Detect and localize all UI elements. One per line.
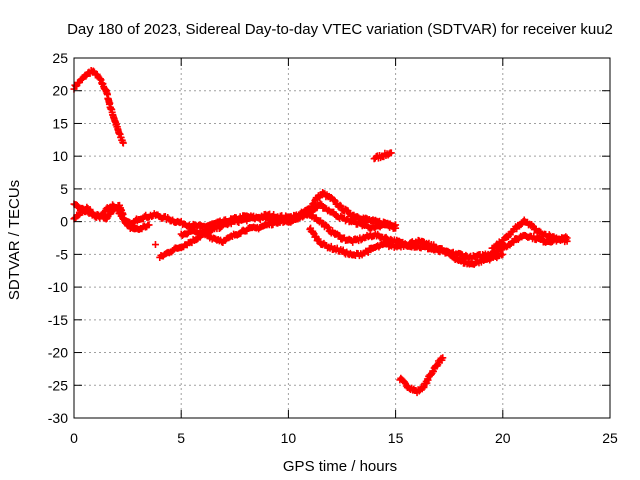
y-tick-label: 25 — [52, 50, 68, 66]
data-point-arc-h — [317, 200, 325, 208]
x-tick-label: 15 — [388, 430, 404, 446]
y-tick-label: -10 — [48, 279, 68, 295]
data-point-arc-a — [119, 139, 127, 147]
data-point-arc-d — [336, 201, 344, 209]
data-point-arc-h — [392, 224, 400, 232]
data-point-arc-g — [510, 238, 518, 246]
x-tick-label: 25 — [602, 430, 618, 446]
chart-title: Day 180 of 2023, Sidereal Day-to-day VTE… — [67, 21, 613, 38]
data-point-arc-j — [496, 240, 504, 248]
data-point-arc-a — [89, 67, 97, 75]
data-point-arc-b — [387, 149, 395, 157]
y-tick-label: 5 — [60, 181, 68, 197]
y-tick-label: 0 — [60, 214, 68, 230]
data-point-arc-i — [499, 250, 507, 258]
y-tick-label: -15 — [48, 312, 68, 328]
data-point-arc-c — [400, 378, 408, 386]
y-tick-label: 10 — [52, 148, 68, 164]
y-tick-label: 15 — [52, 115, 68, 131]
x-tick-labels: 0 5 10 15 20 25 — [70, 430, 618, 446]
y-axis-label: SDTVAR / TECUs — [6, 180, 23, 300]
x-axis-label: GPS time / hours — [283, 458, 397, 475]
x-tick-label: 0 — [70, 430, 78, 446]
data-point-arc-d — [337, 202, 345, 210]
data-point-arc-c — [420, 383, 428, 391]
y-tick-label: -20 — [48, 345, 68, 361]
ticks — [73, 57, 611, 419]
data-point-arc-g — [336, 232, 344, 240]
data-point-arc-f — [151, 241, 159, 249]
data-point-arc-j — [563, 237, 571, 245]
y-tick-label: 20 — [52, 83, 68, 99]
data-point-arc-j — [536, 227, 544, 235]
y-tick-label: -25 — [48, 377, 68, 393]
data-point-arc-g — [324, 223, 332, 231]
data-point-arc-e — [145, 221, 153, 229]
x-tick-label: 5 — [177, 430, 185, 446]
data-point-arc-j — [513, 225, 521, 233]
data-marks — [70, 66, 571, 397]
y-tick-labels: -30 -25 -20 -15 -10 -5 0 5 10 15 20 25 — [48, 50, 68, 426]
data-point-arc-c — [439, 354, 447, 362]
x-tick-label: 20 — [495, 430, 511, 446]
x-tick-label: 10 — [281, 430, 297, 446]
data-point-arc-i — [364, 248, 372, 256]
y-tick-label: -5 — [56, 246, 69, 262]
plot-frame — [73, 57, 611, 419]
y-tick-label: -30 — [48, 410, 68, 426]
